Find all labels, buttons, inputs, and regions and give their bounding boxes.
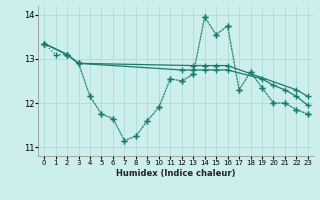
X-axis label: Humidex (Indice chaleur): Humidex (Indice chaleur) (116, 169, 236, 178)
